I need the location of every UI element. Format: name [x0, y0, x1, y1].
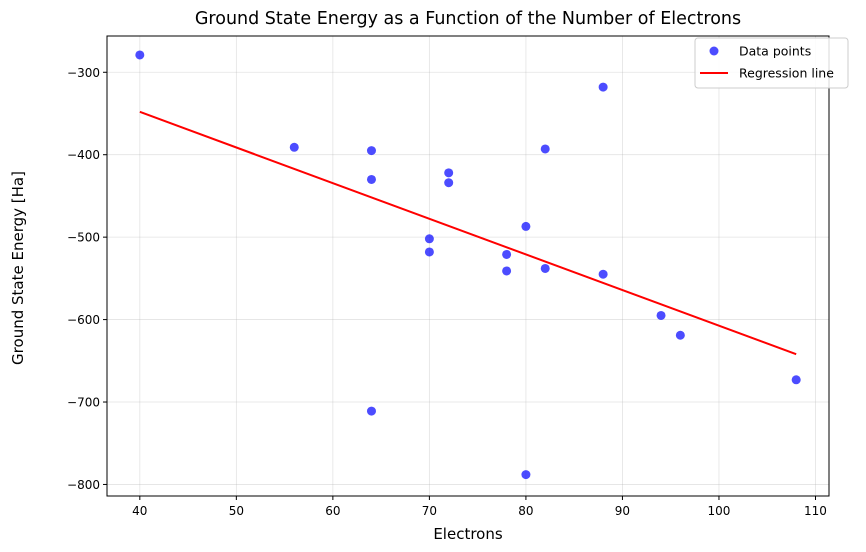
x-tick-label: 40	[132, 504, 147, 518]
grid	[107, 36, 829, 496]
x-tick-label: 90	[615, 504, 630, 518]
data-point	[540, 144, 550, 154]
y-axis-title: Ground State Energy [Ha]	[9, 171, 27, 365]
y-axis-ticks: −800 −700 −600 −500 −400 −300	[67, 66, 107, 492]
data-point	[598, 269, 608, 279]
data-point	[424, 247, 434, 257]
data-point	[502, 249, 512, 259]
legend: Data points Regression line	[694, 37, 849, 89]
x-axis-ticks: 40 50 60 70 80 90 100 110	[132, 496, 827, 518]
y-tick-label: −600	[67, 313, 100, 327]
data-point	[366, 146, 376, 156]
x-tick-label: 50	[229, 504, 244, 518]
data-point	[675, 330, 685, 340]
x-tick-label: 110	[804, 504, 827, 518]
x-tick-label: 80	[518, 504, 533, 518]
data-point	[289, 142, 299, 152]
data-point	[366, 406, 376, 416]
x-tick-label: 100	[708, 504, 731, 518]
x-tick-label: 60	[325, 504, 340, 518]
data-points-group	[135, 50, 801, 480]
data-point	[135, 50, 145, 60]
y-tick-label: −800	[67, 478, 100, 492]
data-point	[444, 178, 454, 188]
legend-label-data-points: Data points	[739, 44, 811, 59]
data-point	[521, 470, 531, 480]
x-tick-label: 70	[422, 504, 437, 518]
plot-frame	[106, 35, 830, 497]
y-tick-label: −400	[67, 148, 100, 162]
x-axis-title: Electrons	[433, 525, 503, 543]
data-point	[598, 82, 608, 92]
data-point	[521, 221, 531, 231]
data-point	[444, 168, 454, 178]
y-tick-label: −300	[67, 66, 100, 80]
regression-line	[139, 110, 797, 356]
legend-scatter-marker	[709, 46, 719, 56]
y-tick-label: −500	[67, 231, 100, 245]
data-point	[540, 263, 550, 273]
data-point	[424, 234, 434, 244]
regression-line-group	[139, 110, 797, 356]
legend-box	[694, 37, 849, 89]
y-tick-label: −700	[67, 396, 100, 410]
chart-title: Ground State Energy as a Function of the…	[195, 9, 741, 29]
legend-label-regression-line: Regression line	[739, 66, 834, 81]
data-point	[791, 375, 801, 385]
data-point	[366, 174, 376, 184]
data-point	[502, 266, 512, 276]
data-point	[656, 310, 666, 320]
